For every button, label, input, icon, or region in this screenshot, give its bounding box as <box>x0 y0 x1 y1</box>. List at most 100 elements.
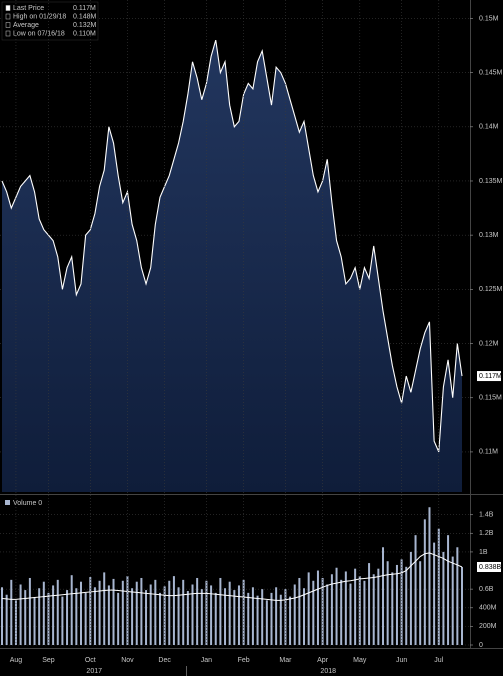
price-area <box>2 40 462 492</box>
volume-bar <box>423 519 426 645</box>
volume-bar <box>247 592 250 645</box>
volume-bar <box>303 588 306 645</box>
y-tick-label: 0.135M <box>479 178 503 185</box>
y-tick-label: 0.13M <box>479 232 499 239</box>
volume-bar <box>265 600 268 645</box>
volume-bar <box>279 594 282 645</box>
last-value-box <box>477 561 501 572</box>
volume-bar <box>307 572 310 645</box>
legend-name: High on 01/29/18 <box>13 13 66 20</box>
legend-icon <box>5 30 11 37</box>
x-tick-label: Nov <box>121 657 134 664</box>
volume-bar <box>293 584 296 645</box>
volume-bar <box>38 588 41 645</box>
volume-bar <box>363 580 366 645</box>
legend-icon <box>5 22 11 28</box>
volume-bar <box>395 564 398 645</box>
last-value-box <box>477 371 501 382</box>
y-tick-label: 0.125M <box>479 286 503 293</box>
legend-name: Low on 07/16/18 <box>13 30 65 37</box>
volume-bar <box>14 600 17 645</box>
volume-bar <box>52 585 55 645</box>
volume-bar <box>145 590 148 645</box>
volume-bar <box>66 590 69 645</box>
volume-bar <box>149 584 152 645</box>
volume-bar <box>233 590 236 645</box>
legend-name: Volume 0 <box>13 500 42 507</box>
volume-bar <box>256 595 259 645</box>
volume-bar <box>382 547 385 645</box>
volume-bar <box>349 583 352 645</box>
volume-bar <box>289 596 292 645</box>
volume-bar <box>103 572 106 645</box>
volume-bar <box>344 571 347 645</box>
last-value-label: 0.838B <box>479 564 502 571</box>
legend-value: 0.148M <box>73 13 97 20</box>
volume-bar <box>5 594 8 645</box>
y-tick-label: 0.115M <box>479 395 502 402</box>
volume-bar <box>237 585 240 645</box>
volume-bar <box>358 576 361 645</box>
volume-bar <box>409 551 412 645</box>
volume-bar <box>335 567 338 645</box>
year-label: 2018 <box>320 668 336 675</box>
legend-name: Last Price <box>13 5 44 12</box>
volume-bar <box>112 578 115 645</box>
volume-bar <box>135 581 138 645</box>
legend-icon <box>5 500 10 505</box>
volume-bar <box>19 584 22 645</box>
volume-bar <box>140 577 143 645</box>
volume-bar <box>414 535 417 645</box>
volume-bar <box>321 577 324 645</box>
volume-bar <box>121 580 124 645</box>
volume-bar <box>419 561 422 645</box>
volume-bar <box>433 542 436 645</box>
volume-bar <box>154 579 157 645</box>
legend-value: 0.117M <box>73 5 96 12</box>
y-tick-label: 0.12M <box>479 340 499 347</box>
price-line <box>1 39 463 453</box>
volume-bar <box>191 584 194 645</box>
volume-bar <box>61 596 64 645</box>
x-tick-label: Jul <box>434 657 443 664</box>
x-tick-label: Mar <box>279 657 292 664</box>
year-label: 2017 <box>86 668 102 675</box>
volume-bar <box>75 588 78 645</box>
volume-bar <box>372 574 375 645</box>
volume-bar <box>330 574 333 645</box>
volume-bar <box>405 566 408 645</box>
volume-bar <box>168 580 171 645</box>
y-tick-label: 0 <box>479 642 483 649</box>
volume-bar <box>196 577 199 645</box>
volume-bar <box>89 577 92 645</box>
volume-bar <box>219 577 222 645</box>
last-value-label: 0.117M <box>479 373 502 380</box>
volume-bar <box>451 556 454 645</box>
y-tick-label: 1.2B <box>479 530 494 537</box>
y-tick-label: 0.15M <box>479 15 499 22</box>
volume-bar <box>172 576 175 645</box>
x-tick-label: Oct <box>85 657 96 664</box>
volume-bar <box>326 584 329 645</box>
y-tick-label: 1.4B <box>479 512 494 519</box>
volume-bar <box>386 561 389 645</box>
volume-bar <box>456 547 459 645</box>
volume-bar <box>1 587 3 645</box>
y-tick-label: 1B <box>479 549 488 556</box>
y-tick-label: 200M <box>479 623 497 630</box>
x-tick-label: Dec <box>158 657 171 664</box>
volume-bar <box>377 568 380 645</box>
volume-bar <box>24 590 27 645</box>
volume-bar <box>298 577 301 645</box>
x-tick-label: Jan <box>201 657 212 664</box>
volume-bar <box>437 528 440 645</box>
volume-bar <box>200 589 203 645</box>
volume-bar <box>442 551 445 645</box>
volume-bar <box>261 589 264 645</box>
legend-box <box>1 1 99 41</box>
legend-name: Average <box>13 22 39 29</box>
legend-value: 0.132M <box>73 22 97 29</box>
volume-bar <box>447 535 450 645</box>
